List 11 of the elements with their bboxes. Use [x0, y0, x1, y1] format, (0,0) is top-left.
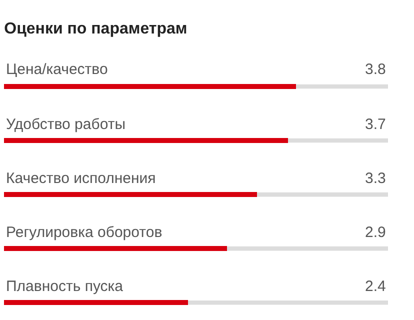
data-label: 3.7: [365, 116, 386, 133]
y-tick-label: Цена/качество: [6, 61, 108, 78]
data-label: 2.4: [365, 278, 386, 295]
data-label: 2.9: [365, 224, 386, 241]
data-label: 3.3: [365, 170, 386, 187]
y-tick-label: Плавность пуска: [6, 278, 124, 295]
data-label: 3.8: [365, 61, 386, 78]
y-tick-label: Качество исполнения: [6, 170, 156, 187]
y-tick-label: Регулировка оборотов: [6, 224, 162, 241]
y-tick-label: Удобство работы: [6, 116, 126, 133]
chart-title: Оценки по параметрам: [4, 20, 188, 38]
